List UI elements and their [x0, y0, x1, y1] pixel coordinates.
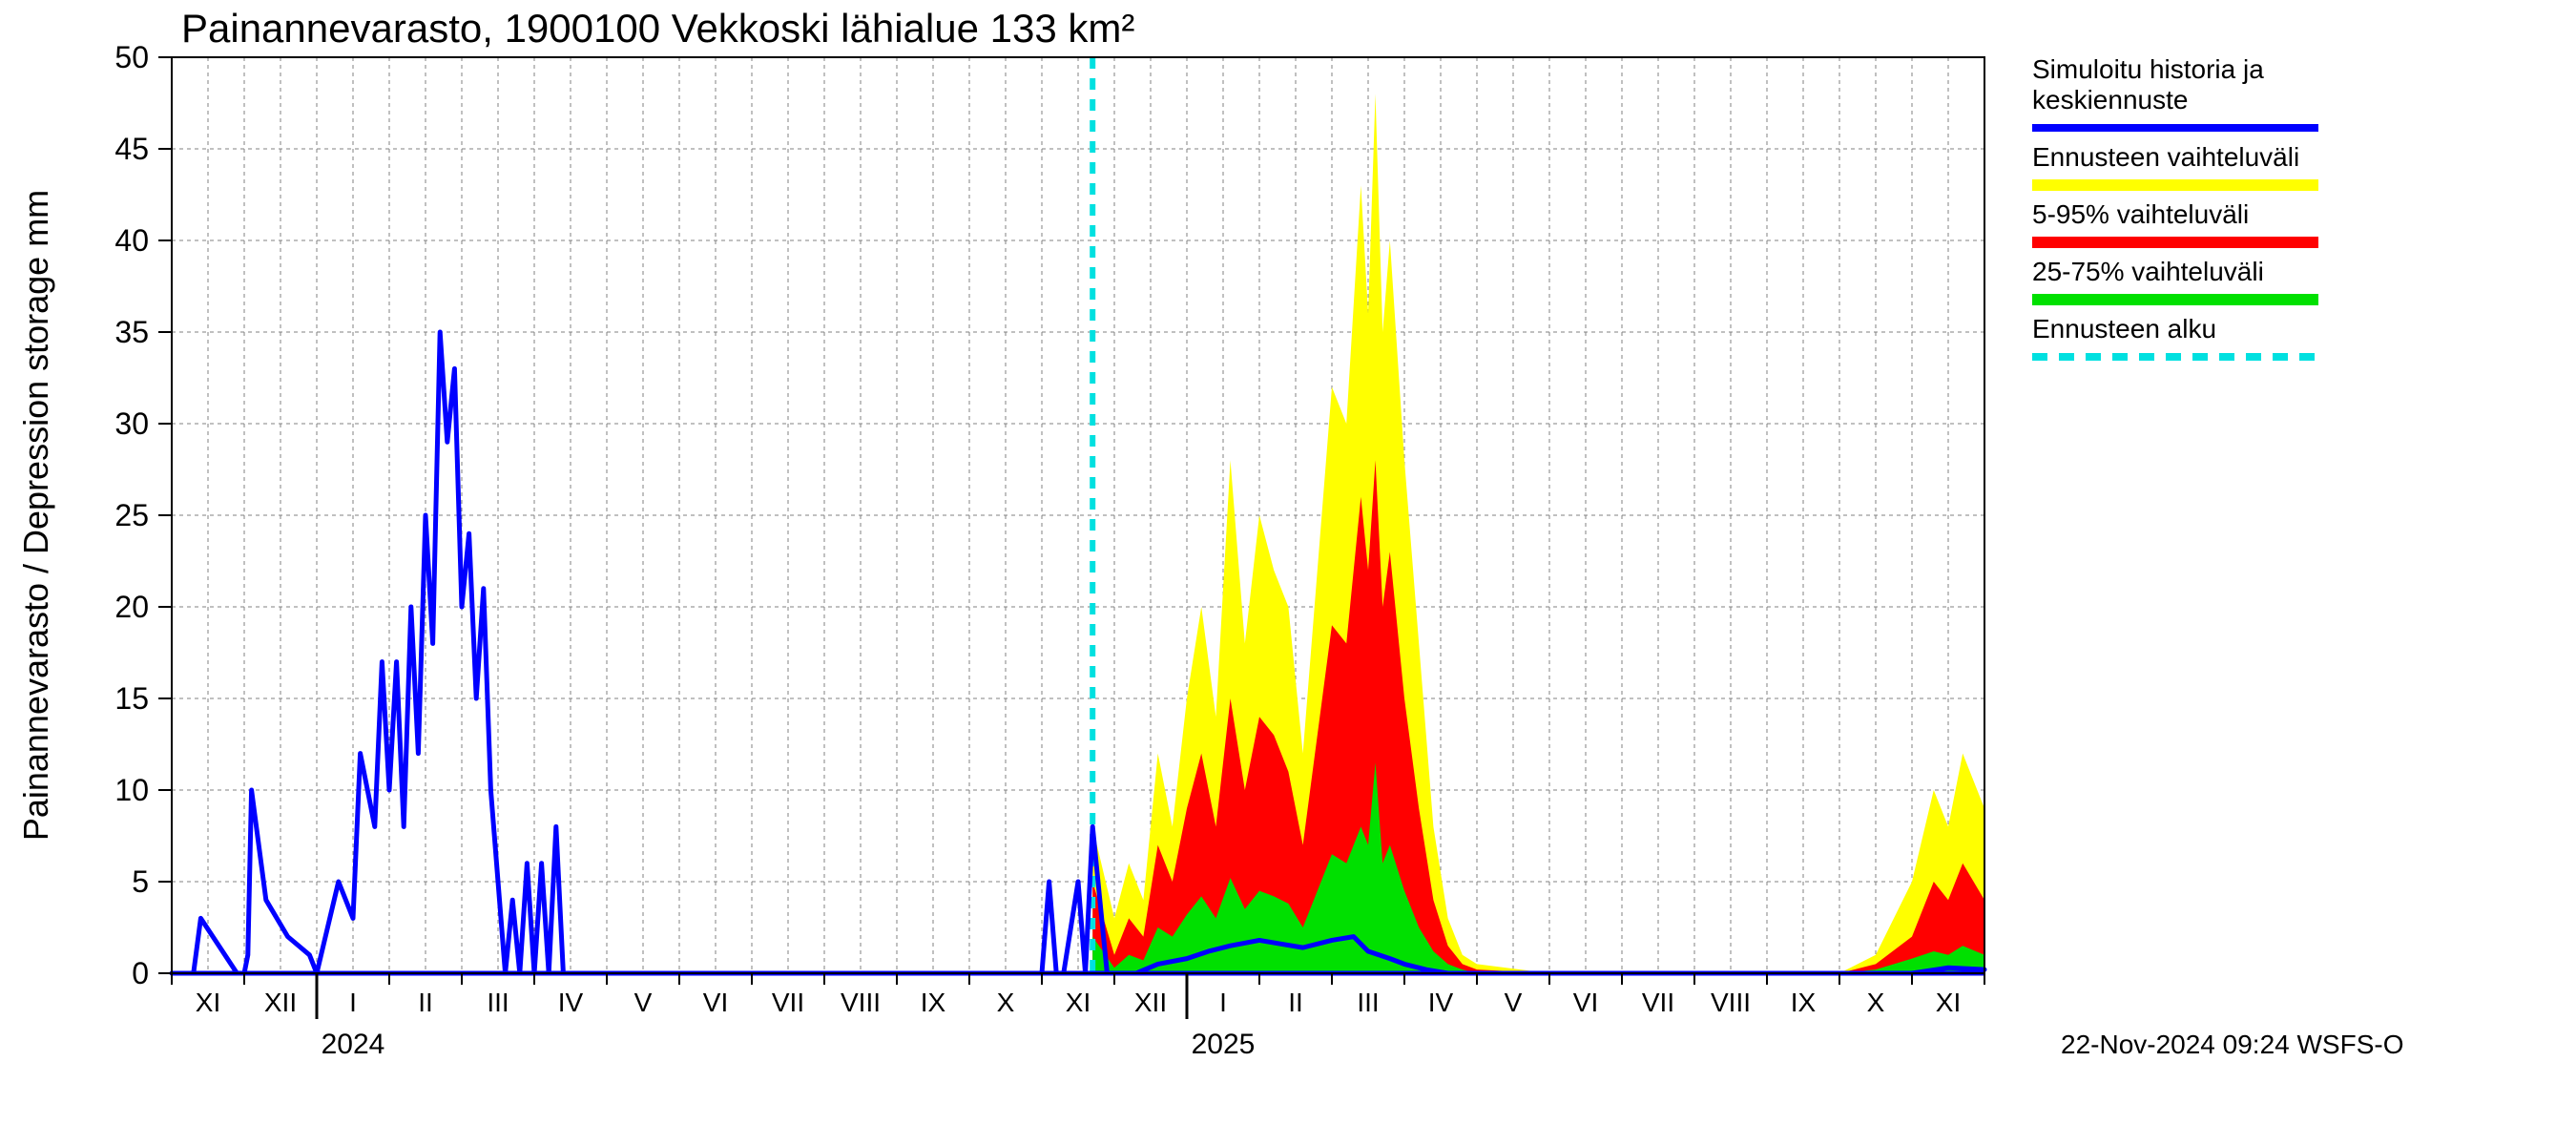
x-month-label: I	[1219, 988, 1227, 1017]
x-month-label: VIII	[841, 988, 881, 1017]
footer-timestamp: 22-Nov-2024 09:24 WSFS-O	[2061, 1030, 2404, 1059]
x-month-label: III	[487, 988, 509, 1017]
legend-label: 25-75% vaihteluväli	[2032, 257, 2264, 286]
x-month-label: I	[349, 988, 357, 1017]
x-month-label: XII	[1134, 988, 1167, 1017]
x-month-label: IX	[1791, 988, 1817, 1017]
y-tick-label: 0	[132, 956, 149, 990]
y-tick-label: 10	[114, 773, 149, 807]
x-month-label: VI	[1573, 988, 1598, 1017]
x-month-label: V	[1505, 988, 1523, 1017]
x-month-label: XI	[1066, 988, 1091, 1017]
y-tick-label: 30	[114, 406, 149, 441]
legend-swatch	[2032, 294, 2318, 305]
x-month-label: X	[997, 988, 1015, 1017]
chart-svg: 05101520253035404550XIXIIIIIIIIIVVVIVIIV…	[0, 0, 2576, 1145]
x-month-label: II	[1288, 988, 1303, 1017]
x-year-label: 2025	[1192, 1029, 1256, 1060]
x-month-label: IV	[558, 988, 584, 1017]
legend-label: Ennusteen vaihteluväli	[2032, 142, 2299, 172]
x-month-label: XII	[264, 988, 297, 1017]
legend-label: 5-95% vaihteluväli	[2032, 199, 2249, 229]
y-tick-label: 15	[114, 681, 149, 716]
chart-container: { "layout": { "width": 2700, "height": 1…	[0, 0, 2576, 1145]
legend-swatch	[2032, 179, 2318, 191]
x-month-label: VI	[703, 988, 728, 1017]
legend-label: Ennusteen alku	[2032, 314, 2216, 344]
x-month-label: III	[1357, 988, 1379, 1017]
x-month-label: IX	[921, 988, 946, 1017]
x-month-label: V	[634, 988, 653, 1017]
y-tick-label: 50	[114, 40, 149, 74]
y-tick-label: 45	[114, 132, 149, 166]
y-tick-label: 5	[132, 864, 149, 899]
x-month-label: X	[1867, 988, 1885, 1017]
x-year-label: 2024	[322, 1029, 385, 1060]
y-tick-label: 25	[114, 498, 149, 532]
x-month-label: VII	[772, 988, 804, 1017]
y-tick-label: 20	[114, 590, 149, 624]
legend-swatch	[2032, 237, 2318, 248]
grid	[172, 57, 1984, 973]
x-month-label: IV	[1428, 988, 1454, 1017]
x-month-label: XI	[196, 988, 220, 1017]
x-month-label: VIII	[1711, 988, 1751, 1017]
y-tick-label: 40	[114, 223, 149, 258]
chart-title: Painannevarasto, 1900100 Vekkoski lähial…	[181, 6, 1134, 51]
y-tick-label: 35	[114, 315, 149, 349]
legend-label: Simuloitu historia ja	[2032, 54, 2264, 84]
y-axis-label: Painannevarasto / Depression storage mm	[16, 190, 55, 841]
legend-label: keskiennuste	[2032, 85, 2188, 114]
x-month-label: XI	[1936, 988, 1961, 1017]
x-month-label: VII	[1642, 988, 1674, 1017]
x-month-label: II	[418, 988, 433, 1017]
